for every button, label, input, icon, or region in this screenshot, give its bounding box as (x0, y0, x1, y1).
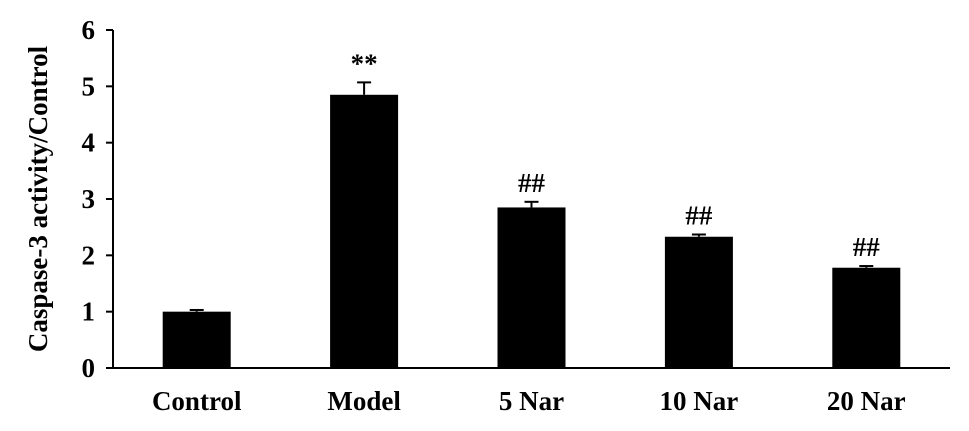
x-category-label: Model (327, 386, 401, 416)
x-category-label: 5 Nar (499, 386, 564, 416)
y-tick-label: 6 (82, 15, 96, 45)
y-tick-label: 0 (82, 353, 96, 383)
annotations: ** ## ## ## (351, 48, 881, 262)
x-category-label: Control (152, 386, 242, 416)
y-tick-label: 1 (82, 297, 96, 327)
error-bars (189, 81, 874, 312)
y-tick-label: 3 (82, 184, 96, 214)
bar (497, 207, 566, 368)
x-category-labels: Control Model 5 Nar 10 Nar 20 Nar (152, 386, 906, 416)
significance-label: ## (518, 168, 546, 198)
y-tick-label: 2 (82, 240, 96, 270)
y-tick-label: 4 (82, 128, 96, 158)
x-category-label: 10 Nar (660, 386, 739, 416)
x-category-label: 20 Nar (827, 386, 906, 416)
y-tick-label: 5 (82, 71, 96, 101)
bar (832, 267, 901, 368)
bar (330, 94, 399, 369)
significance-label: ## (685, 200, 713, 230)
bars (162, 94, 901, 369)
bar (162, 311, 231, 368)
y-ticks: 0 1 2 3 4 5 6 (82, 15, 113, 383)
significance-label: ## (853, 232, 881, 262)
y-axis-label: Caspase-3 activity/Control (23, 45, 53, 352)
significance-label: ** (351, 48, 378, 78)
bar (664, 236, 733, 368)
